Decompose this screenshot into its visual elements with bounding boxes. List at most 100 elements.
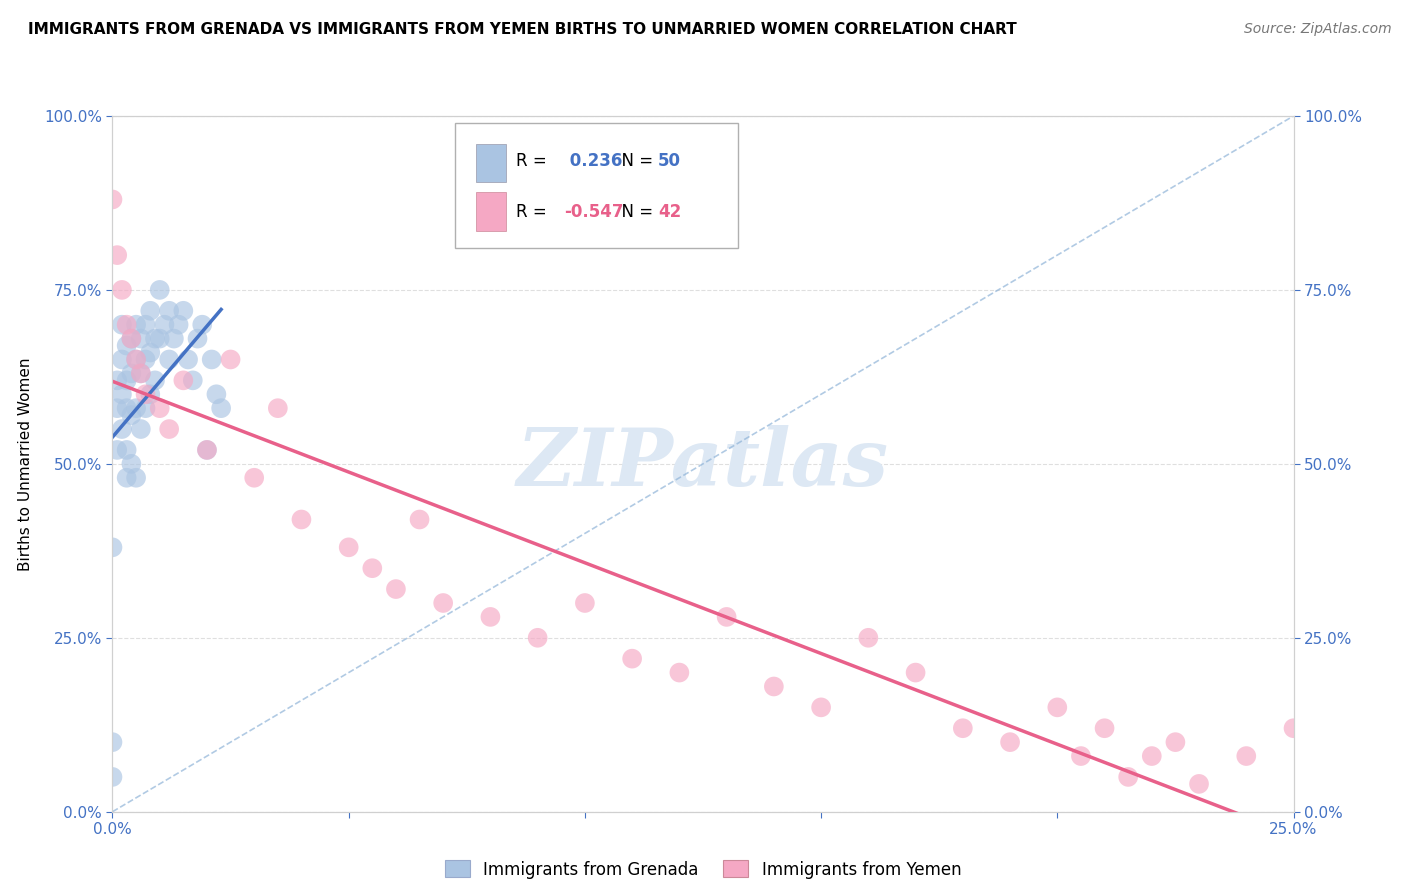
Legend: Immigrants from Grenada, Immigrants from Yemen: Immigrants from Grenada, Immigrants from… [436, 852, 970, 887]
Point [129, 422, 152, 436]
Point [135, 352, 157, 367]
Point [120, 332, 142, 346]
Point [115, 442, 138, 457]
Point [1164, 735, 1187, 749]
Point [101, 770, 124, 784]
Point [574, 596, 596, 610]
FancyBboxPatch shape [456, 123, 738, 248]
Text: ZIPatlas: ZIPatlas [517, 425, 889, 502]
Point [385, 582, 408, 596]
Point [191, 318, 214, 332]
Point [1094, 721, 1116, 735]
Point [479, 610, 502, 624]
Text: N =: N = [610, 153, 658, 170]
Point [243, 471, 266, 485]
Point [186, 332, 208, 346]
Point [209, 401, 232, 416]
Point [1282, 721, 1305, 735]
Point [105, 248, 128, 262]
Text: Source: ZipAtlas.com: Source: ZipAtlas.com [1244, 22, 1392, 37]
Point [1070, 749, 1092, 764]
Point [101, 193, 124, 207]
Point [111, 352, 134, 367]
Point [621, 651, 644, 665]
Point [120, 367, 142, 381]
Text: R =: R = [516, 203, 553, 221]
Point [125, 471, 148, 485]
Point [111, 318, 134, 332]
Point [1046, 700, 1069, 714]
Point [135, 318, 157, 332]
Point [904, 665, 927, 680]
Point [105, 373, 128, 387]
Point [139, 345, 162, 359]
Text: 0.236: 0.236 [564, 153, 621, 170]
Point [143, 332, 166, 346]
Y-axis label: Births to Unmarried Women: Births to Unmarried Women [18, 357, 32, 571]
Point [139, 303, 162, 318]
Point [195, 442, 218, 457]
Point [120, 457, 142, 471]
Point [105, 442, 128, 457]
Point [135, 401, 157, 416]
Point [172, 373, 194, 387]
Point [101, 541, 124, 555]
Text: 50: 50 [658, 153, 681, 170]
Point [149, 283, 172, 297]
Point [337, 541, 360, 555]
Text: N =: N = [610, 203, 658, 221]
Point [219, 352, 242, 367]
Point [125, 318, 148, 332]
Point [172, 303, 194, 318]
Point [668, 665, 690, 680]
Text: R =: R = [516, 153, 553, 170]
Point [125, 401, 148, 416]
Point [129, 367, 152, 381]
Point [115, 401, 138, 416]
Point [120, 408, 142, 422]
Point [177, 352, 200, 367]
Point [149, 332, 172, 346]
Point [135, 387, 157, 401]
Point [157, 352, 180, 367]
Point [115, 338, 138, 352]
Point [432, 596, 454, 610]
Point [290, 512, 312, 526]
Text: -0.547: -0.547 [564, 203, 623, 221]
Point [125, 352, 148, 367]
Point [716, 610, 738, 624]
Point [115, 373, 138, 387]
Text: IMMIGRANTS FROM GRENADA VS IMMIGRANTS FROM YEMEN BIRTHS TO UNMARRIED WOMEN CORRE: IMMIGRANTS FROM GRENADA VS IMMIGRANTS FR… [28, 22, 1017, 37]
Point [181, 373, 204, 387]
Point [157, 422, 180, 436]
Point [810, 700, 832, 714]
Point [129, 367, 152, 381]
Point [361, 561, 384, 575]
Point [267, 401, 290, 416]
Point [143, 373, 166, 387]
Point [115, 471, 138, 485]
Point [526, 631, 548, 645]
Text: 42: 42 [658, 203, 682, 221]
Point [153, 318, 176, 332]
Point [157, 303, 180, 318]
Point [111, 387, 134, 401]
Point [952, 721, 974, 735]
Point [125, 352, 148, 367]
Bar [477, 144, 506, 182]
Point [167, 318, 190, 332]
Point [111, 422, 134, 436]
Point [139, 387, 162, 401]
Point [205, 387, 228, 401]
Point [129, 332, 152, 346]
Bar [477, 193, 506, 231]
Point [195, 442, 218, 457]
Point [101, 735, 124, 749]
Point [111, 283, 134, 297]
Point [120, 332, 142, 346]
Point [408, 512, 430, 526]
Point [201, 352, 224, 367]
Point [762, 680, 785, 694]
Point [1234, 749, 1257, 764]
Point [105, 401, 128, 416]
